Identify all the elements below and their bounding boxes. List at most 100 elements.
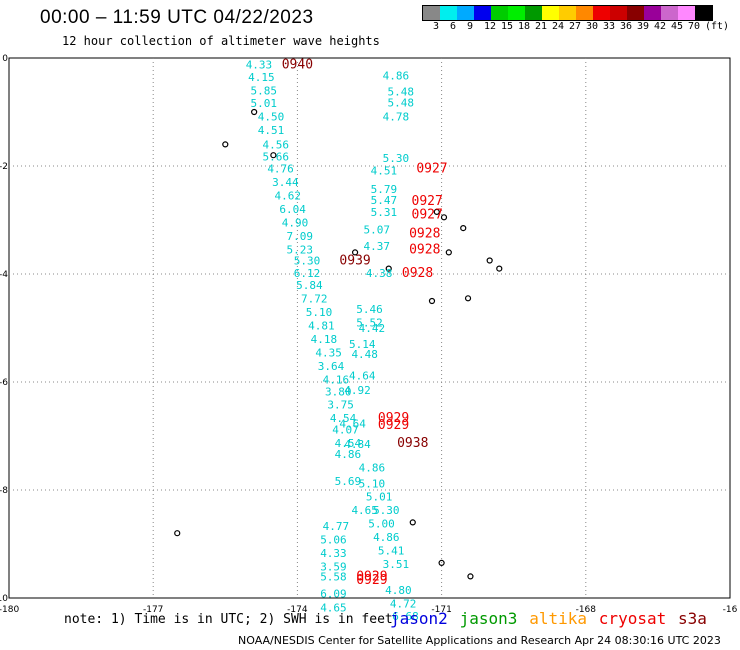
wave-height-label: 4.76 — [267, 163, 294, 176]
wave-height-label: 4.86 — [383, 69, 410, 82]
legend-label: 15 — [501, 21, 514, 32]
wave-height-label: 4.62 — [275, 190, 302, 203]
island-outline — [409, 519, 416, 526]
wave-height-label: 4.65 — [351, 504, 378, 517]
legend-swatch — [627, 6, 644, 20]
wave-height-label: 4.48 — [351, 348, 378, 361]
observation-time-label: 0939 — [339, 254, 370, 269]
observation-time-label: 0929 — [356, 569, 387, 584]
wave-height-label: 4.90 — [282, 217, 309, 230]
legend-swatch — [593, 6, 610, 20]
legend-swatch — [423, 6, 440, 20]
wave-height-label: 4.50 — [258, 110, 285, 123]
wave-height-label: 5.47 — [371, 194, 398, 207]
legend-label: 36 — [620, 21, 633, 32]
legend-label: 24 — [552, 21, 565, 32]
island-outline — [438, 559, 445, 567]
wave-height-label: 6.68 — [392, 610, 419, 623]
wave-height-label: 4.37 — [363, 240, 390, 253]
wave-height-label: 4.07 — [332, 424, 359, 437]
legend-swatch — [644, 6, 661, 20]
x-tick-label: -180 — [0, 605, 19, 615]
x-tick-label: -177 — [143, 605, 163, 615]
x-tick-label: -16 — [723, 605, 738, 615]
wave-height-label: 4.84 — [344, 438, 371, 451]
wave-height-label: 5.46 — [356, 303, 383, 316]
legend-label: 27 — [569, 21, 582, 32]
wave-height-label: 3.51 — [383, 558, 410, 571]
y-tick-label: 0 — [2, 54, 8, 64]
credit-line: NOAA/NESDIS Center for Satellite Applica… — [238, 634, 721, 647]
wave-height-label: 4.51 — [371, 164, 398, 177]
legend-label: 39 — [637, 21, 650, 32]
wave-height-label: 3.44 — [272, 176, 299, 189]
wave-height-label: 5.30 — [383, 152, 410, 165]
legend-label: 33 — [603, 21, 616, 32]
legend-swatch — [542, 6, 559, 20]
legend-swatch — [508, 6, 525, 20]
legend-swatch — [440, 6, 457, 20]
legend-swatch — [559, 6, 576, 20]
wave-height-label: 4.15 — [248, 71, 275, 84]
map-frame — [8, 57, 731, 599]
wave-height-label: 5.52 — [356, 317, 383, 330]
wave-height-label: 5.01 — [251, 97, 278, 110]
island-outline — [464, 295, 472, 302]
observation-time-label: 0929 — [378, 411, 409, 426]
island-outline — [251, 108, 258, 116]
island-outline — [496, 265, 503, 272]
island-outline — [222, 141, 229, 148]
y-tick-label: -10 — [0, 594, 8, 604]
wave-height-label: 4.64 — [339, 418, 366, 431]
legend-swatch — [576, 6, 593, 20]
observation-time-label: 0927 — [412, 194, 443, 209]
legend-label: 9 — [467, 21, 474, 32]
island-outline — [460, 225, 467, 232]
satellite-cryosat: cryosat — [598, 609, 667, 628]
legend-swatch — [474, 6, 491, 20]
wave-height-label: 5.23 — [287, 244, 314, 257]
wave-height-label: 6.04 — [279, 203, 306, 216]
y-tick-label: -8 — [0, 486, 8, 496]
satellite-s3a: s3a — [678, 609, 707, 628]
wave-height-label: 4.92 — [344, 384, 371, 397]
legend-label: 45 — [671, 21, 684, 32]
footer-note: note: 1) Time is in UTC; 2) SWH is in fe… — [64, 612, 393, 627]
wave-height-label: 6.09 — [320, 588, 347, 601]
satellite-altika: altika — [529, 609, 587, 628]
legend-label: 6 — [450, 21, 457, 32]
observation-time-label: 0929 — [378, 418, 409, 433]
legend-swatch — [678, 6, 695, 20]
wave-height-label: 5.10 — [359, 478, 386, 491]
wave-height-label: 5.84 — [296, 279, 323, 292]
observation-time-label: 0940 — [282, 57, 313, 72]
wave-height-label: 4.42 — [359, 322, 386, 335]
page-subtitle: 12 hour collection of altimeter wave hei… — [62, 34, 380, 48]
satellite-jason3: jason3 — [459, 609, 518, 628]
legend-label: 42 — [654, 21, 667, 32]
legend-label: (ft) — [705, 21, 730, 32]
wave-height-label: 4.54 — [330, 412, 357, 425]
legend-label: 18 — [518, 21, 531, 32]
y-tick-label: -6 — [0, 378, 8, 388]
x-tick-label: -171 — [431, 605, 451, 615]
wave-height-label: 6.12 — [294, 267, 321, 280]
wave-height-label: 5.30 — [294, 255, 321, 268]
wave-height-label: 4.64 — [349, 370, 376, 383]
island-outline — [486, 257, 493, 264]
wave-height-label: 4.86 — [335, 448, 362, 461]
wave-height-label: 4.65 — [320, 602, 347, 615]
island-outline — [433, 208, 440, 215]
color-scale-legend — [422, 5, 713, 21]
legend-label: 70 — [688, 21, 701, 32]
wave-height-label: 5.48 — [387, 96, 414, 109]
wave-height-label: 4.18 — [311, 333, 338, 346]
wave-height-label: 4.33 — [320, 547, 347, 560]
wave-height-label: 5.06 — [320, 534, 347, 547]
wave-height-label: 4.56 — [263, 138, 290, 151]
wave-height-label: 4.78 — [383, 110, 410, 123]
wave-height-label: 4.72 — [390, 597, 417, 610]
observation-time-label: 0929 — [356, 573, 387, 588]
wave-height-label: 4.77 — [323, 520, 350, 533]
